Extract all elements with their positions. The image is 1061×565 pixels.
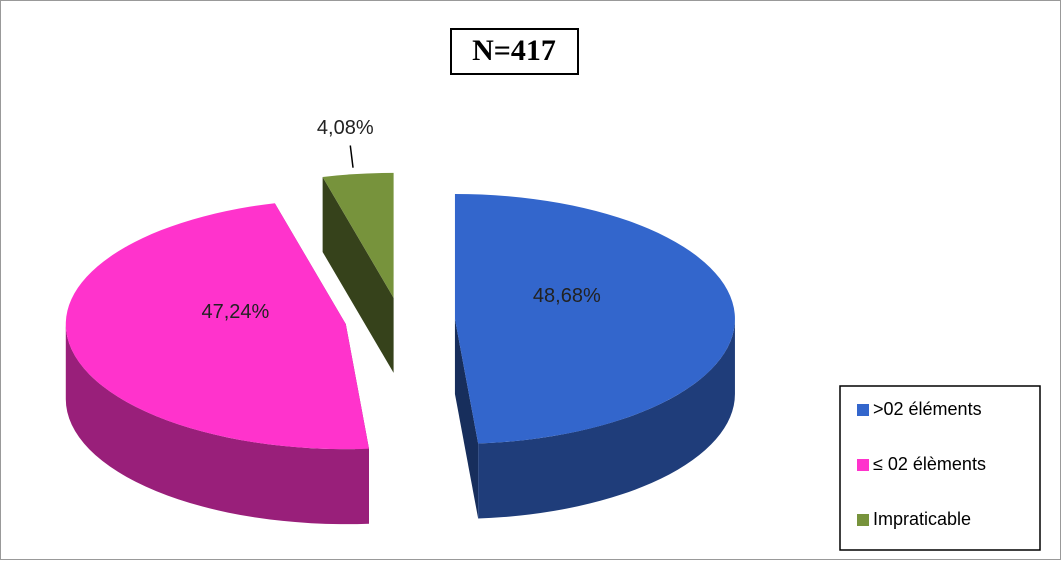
chart-title: N=417 <box>472 34 556 67</box>
leader-line <box>349 145 354 168</box>
pie-slice <box>322 172 394 298</box>
legend-swatch <box>857 404 869 416</box>
legend-label: Impraticable <box>873 509 971 529</box>
pie-wall <box>454 318 479 519</box>
legend-swatch <box>857 459 869 471</box>
data-label: 4,08% <box>317 117 374 139</box>
pie-slice <box>65 203 369 450</box>
pie-side <box>65 324 369 525</box>
data-label: 48,68% <box>533 285 601 307</box>
title-box <box>450 28 579 75</box>
data-label: 47,24% <box>201 301 269 323</box>
pie-slice <box>454 193 735 444</box>
legend-box <box>839 385 1041 551</box>
legend-label: ≤ 02 élèments <box>873 454 986 474</box>
pie-wall <box>322 176 394 373</box>
legend-label: >02 éléments <box>873 399 982 419</box>
legend-swatch <box>857 514 869 526</box>
pie-side <box>478 318 735 519</box>
